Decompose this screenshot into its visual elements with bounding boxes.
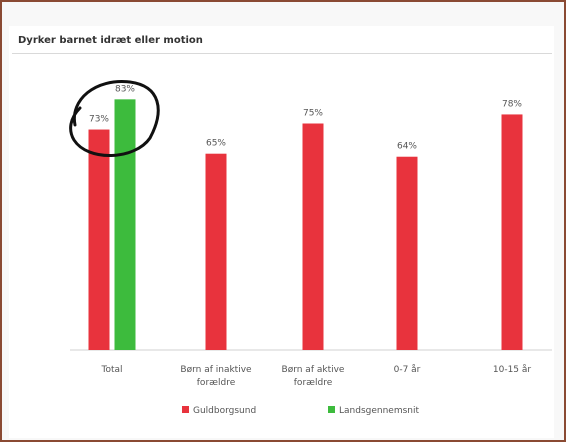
x-tick-label: 0-7 år [394, 364, 421, 375]
data-label: 73% [89, 115, 109, 125]
data-label: 78% [502, 99, 522, 109]
data-label: 75% [303, 109, 323, 119]
x-tick-label: Total [100, 365, 122, 375]
data-label: 64% [397, 142, 417, 152]
x-tick-label: Børn af aktive [282, 365, 345, 375]
data-label: 65% [206, 139, 226, 149]
bar-landsgennemsnit-0 [114, 99, 136, 350]
legend-swatch-0 [182, 406, 189, 413]
bar-guldborgsund-0 [88, 129, 110, 350]
x-tick-label: Børn af inaktive [180, 365, 252, 375]
title-divider [12, 53, 552, 54]
x-tick-label: forældre [197, 378, 236, 388]
x-tick-label: 10-15 år [493, 364, 532, 375]
legend-swatch-1 [328, 406, 335, 413]
bar-guldborgsund-1 [205, 153, 227, 350]
bar-guldborgsund-3 [396, 156, 418, 350]
chart-title: Dyrker barnet idræt eller motion [18, 35, 203, 46]
legend-label-1: Landsgennemsnit [339, 406, 419, 416]
data-label: 83% [115, 84, 135, 94]
x-tick-label: forældre [294, 378, 333, 388]
legend-label-0: Guldborgsund [193, 406, 256, 416]
bar-guldborgsund-2 [302, 123, 324, 350]
annotation-circle [69, 80, 160, 157]
bar-guldborgsund-4 [501, 114, 523, 350]
